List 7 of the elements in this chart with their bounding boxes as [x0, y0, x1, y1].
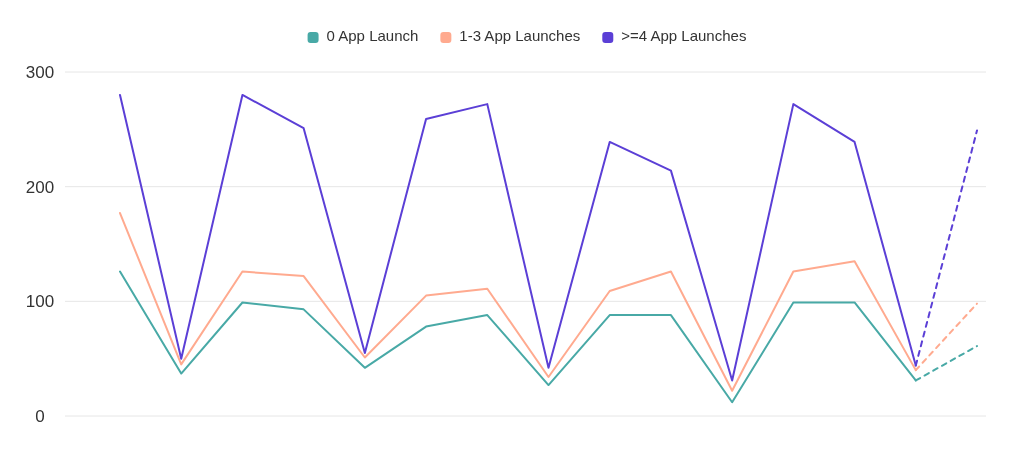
y-tick-label: 300 — [25, 62, 55, 82]
legend-label: 1-3 App Launches — [459, 27, 581, 44]
y-tick-label: 100 — [25, 292, 55, 312]
legend-label: 0 App Launch — [326, 27, 419, 44]
legend-label: >=4 App Launches — [621, 27, 747, 44]
y-tick-label: 0 — [35, 406, 45, 426]
y-tick-label: 200 — [25, 177, 55, 197]
